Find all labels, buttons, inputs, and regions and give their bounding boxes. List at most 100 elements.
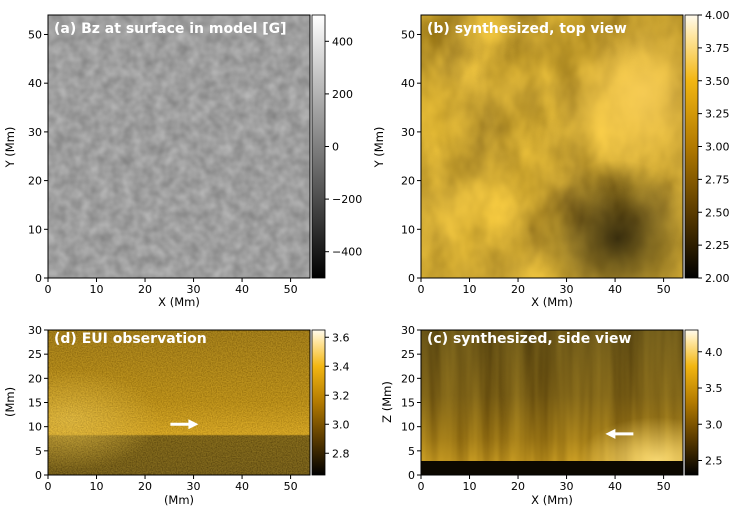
panel-a-ytick-label: 0 — [35, 272, 42, 285]
panel-b-cbar-tick-label: 3.00 — [705, 141, 730, 154]
panel-a-ylabel: Y (Mm) — [3, 127, 17, 169]
panel-b-colorbar — [684, 14, 699, 279]
panel-a-cbar-tick-label: 200 — [332, 88, 353, 101]
panel-d-cbar-tick-label: 3.0 — [332, 418, 350, 431]
panel-a-x-ticks: 0 10 20 30 40 50 — [45, 278, 298, 296]
panel-c-glow — [421, 330, 683, 475]
panel-a-cbar-tick-label: −200 — [332, 193, 362, 206]
panel-d-noise — [48, 330, 310, 475]
panel-d-xtick-label: 50 — [284, 480, 298, 493]
panel-a-xtick-label: 10 — [90, 283, 104, 296]
panel-d-arrow — [170, 419, 199, 430]
panel-c-x-ticks: 0 10 20 30 40 50 — [418, 475, 671, 493]
panel-c-xtick-label: 50 — [657, 480, 671, 493]
panel-c-xtick-label: 0 — [418, 480, 425, 493]
panel-c-title: (c) synthesized, side view — [427, 331, 631, 347]
panel-c-xlabel: X (Mm) — [531, 493, 573, 507]
panel-d-xtick-label: 40 — [235, 480, 249, 493]
panel-d-ytick-label: 10 — [28, 421, 42, 434]
panel-d-title: (d) EUI observation — [54, 331, 207, 347]
panel-d-colorbar — [311, 329, 326, 476]
panel-c-xtick-label: 30 — [560, 480, 574, 493]
panel-c-ytick-label: 10 — [401, 421, 415, 434]
panel-b-xtick-label: 50 — [657, 283, 671, 296]
panel-d-cbar-tick-label: 3.2 — [332, 389, 350, 402]
panel-d-y-ticks: 0 5 10 15 20 25 30 — [28, 324, 48, 482]
panel-c-ytick-label: 30 — [401, 324, 415, 337]
panel-a-speckle — [48, 15, 310, 278]
panel-d-ytick-label: 0 — [35, 469, 42, 482]
panel-b-colorbar-ticks: 4.00 3.75 3.50 3.25 3.00 2.75 2.50 2.25 2.00 — [698, 9, 730, 285]
panel-b-cbar-tick-label: 2.25 — [705, 239, 730, 252]
panel-a-cbar-tick-label: 0 — [332, 141, 339, 154]
panel-c-cbar-tick-label: 4.0 — [705, 346, 723, 359]
panel-b-ylabel: Y (Mm) — [372, 127, 386, 169]
panel-a-xtick-label: 50 — [284, 283, 298, 296]
panel-b-ytick-label: 50 — [401, 28, 415, 41]
panel-c-xtick-label: 10 — [463, 480, 477, 493]
panel-b-dark-region — [421, 15, 683, 278]
panel-c-ytick-label: 20 — [401, 372, 415, 385]
panel-d-cbar-tick-label: 2.8 — [332, 447, 350, 460]
panel-b-title: (b) synthesized, top view — [427, 21, 627, 37]
panel-c-cbar-tick-label: 3.5 — [705, 382, 723, 395]
panel-c-ytick-label: 25 — [401, 348, 415, 361]
panel-c-xtick-label: 20 — [511, 480, 525, 493]
panel-c-surface — [421, 461, 683, 475]
panel-a-cbar-tick-label: −400 — [332, 246, 362, 259]
panel-a-ytick-label: 10 — [28, 223, 42, 236]
panel-d-ytick-label: 5 — [35, 445, 42, 458]
panel-c-colorbar — [684, 329, 699, 476]
panel-d-xlabel: (Mm) — [164, 493, 194, 507]
panel-b-frame — [420, 14, 684, 279]
panel-c-xtick-label: 40 — [608, 480, 622, 493]
panel-b-cbar-tick-label: 2.50 — [705, 206, 730, 219]
panel-b-xtick-label: 0 — [418, 283, 425, 296]
panel-b-cbar-tick-label: 2.75 — [705, 173, 730, 186]
panel-a-xtick-label: 30 — [187, 283, 201, 296]
panel-b-top-view: (b) synthesized, top view 0 10 20 30 40 50 0 1… — [372, 9, 730, 309]
panel-a-ytick-label: 20 — [28, 175, 42, 188]
panel-b-xtick-label: 10 — [463, 283, 477, 296]
panel-b-ytick-label: 0 — [408, 272, 415, 285]
panel-d-cbar-tick-label: 3.4 — [332, 360, 350, 373]
panel-c-cbar-tick-label: 3.0 — [705, 418, 723, 431]
panel-b-xtick-label: 40 — [608, 283, 622, 296]
panel-c-arrow — [605, 428, 634, 439]
panel-a-xtick-label: 0 — [45, 283, 52, 296]
panel-b-cbar-tick-label: 3.50 — [705, 75, 730, 88]
panel-c-ylabel: Z (Mm) — [380, 381, 394, 423]
panel-d-eui-observation: (d) EUI observation 0 10 20 30 40 50 0 5 10 15 20… — [3, 324, 350, 507]
panel-a-ytick-label: 30 — [28, 126, 42, 139]
panel-d-ytick-label: 25 — [28, 348, 42, 361]
panel-c-colorbar-ticks: 4.0 3.5 3.0 2.5 — [698, 346, 723, 468]
panel-c-cbar-tick-label: 2.5 — [705, 455, 723, 468]
panel-c-ytick-label: 15 — [401, 397, 415, 410]
panel-a-bz-surface: (a) Bz at surface in model [G] 0 10 20 30 40… — [3, 14, 362, 309]
panel-d-ylabel: (Mm) — [3, 387, 17, 417]
panel-a-frame — [47, 14, 311, 279]
panel-c-y-ticks: 0 5 10 15 20 25 30 — [401, 324, 421, 482]
panel-b-ytick-label: 10 — [401, 223, 415, 236]
panel-a-xlabel: X (Mm) — [158, 295, 200, 309]
panel-b-ytick-label: 30 — [401, 126, 415, 139]
panel-b-x-ticks: 0 10 20 30 40 50 — [418, 278, 671, 296]
panel-b-ytick-label: 40 — [401, 77, 415, 90]
panel-d-ytick-label: 15 — [28, 397, 42, 410]
panel-a-cbar-tick-label: 400 — [332, 35, 353, 48]
panel-d-xtick-label: 0 — [45, 480, 52, 493]
panel-c-arrow-head — [605, 428, 616, 439]
panel-b-xtick-label: 20 — [511, 283, 525, 296]
panel-d-cbar-tick-label: 3.6 — [332, 331, 350, 344]
panel-c-side-view: (c) synthesized, side view 0 10 20 30 40 50 0… — [380, 324, 723, 507]
panel-a-title: (a) Bz at surface in model [G] — [54, 21, 287, 37]
panel-a-xtick-label: 20 — [138, 283, 152, 296]
panel-b-ytick-label: 20 — [401, 175, 415, 188]
panel-d-xtick-label: 10 — [90, 480, 104, 493]
panel-d-xtick-label: 30 — [187, 480, 201, 493]
panel-d-xtick-label: 20 — [138, 480, 152, 493]
panel-b-cbar-tick-label: 3.75 — [705, 42, 730, 55]
panel-d-ytick-label: 20 — [28, 372, 42, 385]
panel-b-cbar-tick-label: 3.25 — [705, 108, 730, 121]
